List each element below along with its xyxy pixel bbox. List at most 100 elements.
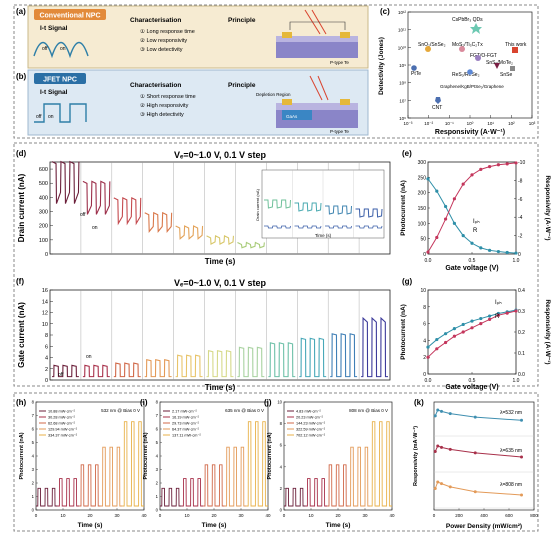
d-inset-trace	[264, 225, 291, 229]
k-data-point	[473, 490, 477, 494]
ytick-label: 4	[32, 454, 35, 459]
c-ytick-label: 10¹²	[398, 10, 407, 15]
photocurrent-trace	[122, 421, 144, 507]
f-trace	[144, 359, 172, 378]
ytick-label: 0	[423, 252, 426, 258]
ytick-label: 8	[32, 400, 35, 405]
ytick-label: 0	[423, 372, 426, 378]
c-ytick-label: 10⁹	[399, 63, 406, 68]
jfet-signal-wave	[34, 103, 87, 123]
series-line	[427, 310, 517, 358]
data-point	[426, 345, 430, 349]
c-star-marker	[470, 23, 482, 34]
c-marker-res2	[467, 69, 473, 75]
xtick-label: 1.0	[513, 378, 520, 384]
d-inset-trace	[294, 202, 322, 212]
data-point	[452, 221, 456, 225]
c-xtick-label: 10⁰	[467, 121, 474, 126]
d-trace	[51, 160, 80, 204]
y2tick-label: -4	[518, 215, 523, 221]
panel-e-label: (e)	[402, 149, 412, 158]
ytick-label: 5	[156, 440, 159, 445]
h-xlabel: Time (s)	[78, 522, 103, 529]
h-note: 532 nm @ Bias 0 V	[101, 408, 140, 413]
c-label-5: FGT/O-FGT	[470, 53, 497, 59]
d-title: Vₑ=0~1.0 V, 0.1 V step	[174, 150, 267, 160]
photocurrent-trace	[100, 446, 123, 507]
data-point	[461, 330, 465, 334]
xtick-label: 1.0	[513, 258, 520, 264]
f-plot-frame	[49, 289, 391, 381]
conv-it-signal: I-t Signal	[40, 25, 68, 32]
conv-off: off	[42, 46, 48, 52]
conv-item-2: ③ Low detectivity	[140, 46, 183, 53]
c-label-9: CNT	[432, 105, 442, 111]
j-ylabel: Photocurrent (nA)	[267, 432, 273, 479]
f-trace	[299, 337, 327, 378]
photocurrent-trace	[79, 464, 101, 507]
i-xlabel: Time (s)	[202, 522, 227, 529]
xtick-label: 400	[480, 513, 488, 518]
d-ytick-label: 500	[39, 181, 48, 187]
jfet-gaas: GaAs	[286, 114, 298, 119]
data-point	[479, 322, 483, 326]
d-yticks: 0 100 200 300 400 500 600	[39, 167, 53, 258]
ytick-label: 0	[32, 508, 35, 513]
e-ylabel: Photocurrent (nA)	[400, 180, 407, 236]
d-inset-trace	[294, 225, 322, 229]
conv-title: Conventional NPC	[39, 13, 100, 20]
f-traces	[52, 290, 388, 380]
y2tick-label: 0.1	[518, 351, 525, 357]
conv-device-diagram: P-type Te	[276, 9, 358, 65]
y2tick-label: 0.0	[518, 372, 525, 378]
legend-label: 62.68 mW·cm⁻²	[48, 422, 76, 426]
photocurrent-trace	[224, 446, 247, 507]
c-label-0: CsPbBr₃ QDs	[452, 17, 483, 23]
g-lines	[426, 308, 518, 359]
f-ytick-label: 12	[42, 311, 48, 317]
panel-a-label: (a)	[16, 7, 26, 16]
jfet-ptype: P-type Te	[330, 129, 349, 134]
jfet-depletion: Depletion Region	[256, 92, 291, 97]
legend-label: 64.37 mW·cm⁻²	[172, 428, 200, 432]
c-label-4: PtTe	[411, 71, 421, 77]
f-trace	[82, 364, 110, 378]
conv-item-1: ② Low responsivity	[140, 37, 187, 44]
data-point	[452, 197, 456, 201]
k-data-point	[448, 447, 452, 451]
legend-label: 137.11 mW·cm⁻²	[172, 434, 201, 438]
panel-b-label: (b)	[16, 72, 27, 81]
f-trace	[361, 316, 388, 378]
xtick-label: 200	[455, 513, 463, 518]
f-trace	[237, 346, 265, 378]
k-data-point	[440, 482, 443, 486]
k-data-point	[473, 451, 477, 455]
d-plot-frame	[49, 161, 391, 255]
c-xticks: 10⁻³ 10⁻² 10⁻¹ 10⁰ 10¹ 10² 10³	[404, 115, 536, 126]
y2tick-label: 0.2	[518, 330, 525, 336]
data-point	[470, 241, 474, 245]
legend-label: 334.37 mW·cm⁻²	[48, 434, 78, 438]
ytick-label: 1	[32, 494, 35, 499]
photocurrent-trace	[327, 464, 349, 507]
y2tick-label: -6	[518, 197, 523, 203]
xtick-label: 30	[238, 513, 244, 518]
conv-principle: Principle	[228, 17, 256, 24]
data-point	[435, 337, 439, 342]
xtick-label: 40	[389, 513, 395, 518]
xtick-label: 600	[505, 513, 513, 518]
data-point	[470, 326, 474, 330]
f-ytick-label: 14	[42, 299, 48, 305]
h-ylabel: Photocurrent (nA)	[19, 432, 25, 479]
ytick-label: 6	[280, 443, 283, 448]
photocurrent-trace	[305, 478, 328, 507]
f-on: on	[86, 354, 92, 360]
d-inset-trace	[325, 205, 352, 215]
d-trace	[175, 225, 204, 240]
jfet-principle: Principle	[228, 82, 256, 89]
ytick-label: 300	[418, 160, 427, 166]
ytick-label: 3	[156, 467, 159, 472]
data-point	[435, 189, 439, 193]
ytick-label: 0	[156, 508, 159, 513]
d-inset-trace	[355, 225, 383, 229]
